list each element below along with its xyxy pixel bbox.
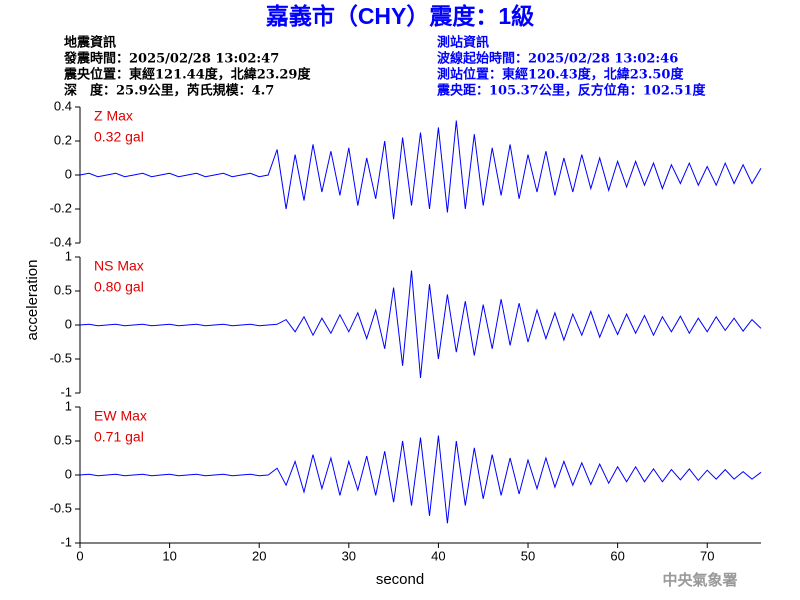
y-tick-label: -0.5	[50, 500, 72, 515]
footer: 中央氣象署	[662, 571, 737, 589]
x-tick-label: 10	[162, 548, 176, 563]
y-tick-label: 0.5	[54, 282, 72, 297]
info-line: 深 度：25.9公里，芮氏規模：4.7	[64, 83, 274, 99]
waveform	[79, 120, 762, 220]
info-line: 震央位置：東經121.44度，北緯23.29度	[63, 67, 311, 83]
x-axis-label: second	[376, 571, 424, 588]
x-tick-label: 70	[700, 548, 714, 563]
waveform	[79, 435, 762, 524]
annotation: EW Max	[94, 408, 147, 424]
annotation: 0.71 gal	[94, 429, 144, 445]
y-tick-label: -0.4	[50, 234, 72, 249]
x-tick-label: 50	[521, 548, 535, 563]
x-tick-label: 20	[252, 548, 266, 563]
info-line: 測站位置：東經120.43度，北緯23.50度	[437, 67, 684, 83]
title: 嘉義市（CHY）震度：1級	[266, 3, 534, 29]
y-tick-label: 1	[65, 398, 72, 413]
annotation: NS Max	[94, 258, 144, 274]
x-tick-label: 40	[431, 548, 445, 563]
annotation: Z Max	[94, 108, 133, 124]
info-line: 地震資訊	[64, 35, 116, 51]
info-line: 震央距：105.37公里，反方位角：102.51度	[436, 83, 707, 99]
y-tick-label: 1	[65, 248, 72, 263]
x-tick-label: 0	[76, 548, 83, 563]
info-line: 波線起始時間：2025/02/28 13:02:46	[437, 51, 678, 67]
y-tick-label: 0	[65, 316, 72, 331]
quake-info: 地震資訊 發震時間：2025/02/28 13:02:47 震央位置：東經121…	[63, 35, 311, 99]
info-line: 測站資訊	[437, 35, 489, 51]
annotation: 0.80 gal	[94, 279, 144, 295]
x-tick-label: 30	[342, 548, 356, 563]
y-tick-label: 0	[65, 466, 72, 481]
y-tick-label: 0.5	[54, 432, 72, 447]
y-tick-label: -1	[60, 384, 72, 399]
y-tick-label: 0.2	[54, 132, 72, 147]
y-tick-label: 0.4	[54, 98, 72, 113]
annotation: 0.32 gal	[94, 129, 144, 145]
waveform	[79, 270, 762, 379]
y-tick-label: -1	[60, 534, 72, 549]
info-line: 發震時間：2025/02/28 13:02:47	[63, 51, 279, 67]
x-tick-label: 60	[610, 548, 624, 563]
y-tick-label: -0.2	[50, 200, 72, 215]
station-info: 測站資訊 波線起始時間：2025/02/28 13:02:46 測站位置：東經1…	[436, 35, 707, 99]
y-tick-label: -0.5	[50, 350, 72, 365]
y-axis-label: acceleration	[24, 260, 41, 341]
y-tick-label: 0	[65, 166, 72, 181]
